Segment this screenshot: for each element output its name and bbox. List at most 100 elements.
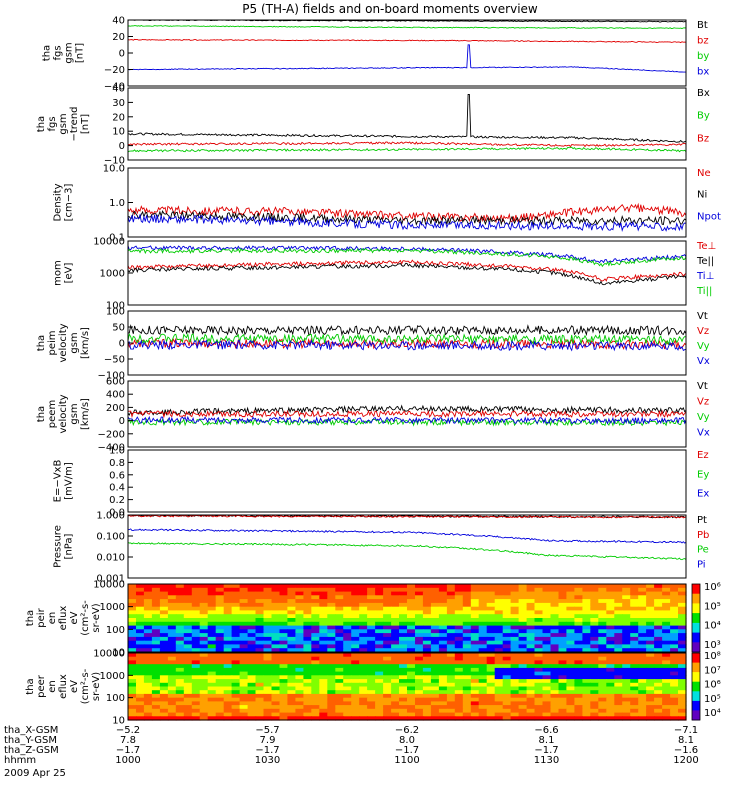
spectrogram-cell — [422, 660, 432, 665]
spectrogram-cell — [191, 712, 201, 717]
spectrogram-cell — [558, 712, 568, 717]
spectrogram-cell — [287, 690, 296, 695]
spectrogram-cell — [223, 636, 233, 642]
y-tick-label: −100 — [98, 371, 125, 382]
spectrogram-cell — [351, 621, 360, 627]
spectrogram-cell — [151, 602, 161, 608]
spectrogram-cell — [311, 640, 320, 646]
spectrogram-cell — [207, 667, 217, 673]
spectrogram-cell — [430, 693, 440, 699]
spectrogram-cell — [175, 712, 185, 717]
spectrogram-cell — [383, 621, 392, 627]
spectrogram-cell — [654, 705, 663, 710]
spectrogram-cell — [462, 625, 472, 630]
spectrogram-cell — [622, 679, 631, 684]
spectrogram-cell — [319, 671, 328, 676]
spectrogram-cell — [279, 679, 289, 684]
spectrogram-cell — [430, 705, 440, 710]
spectrogram-cell — [303, 584, 312, 589]
spectrogram-cell — [136, 621, 145, 627]
series-line-green — [128, 24, 687, 30]
spectrogram-cell — [454, 587, 464, 593]
spectrogram-cell — [136, 708, 145, 714]
spectrogram-cell — [510, 599, 520, 604]
spectrogram-cell — [622, 701, 631, 706]
spectrogram-cell — [279, 693, 289, 699]
spectrogram-cell — [470, 591, 480, 596]
spectrogram-cell — [678, 679, 687, 684]
spectrogram-cell — [255, 679, 265, 684]
spectrogram-cell — [550, 610, 560, 615]
spectrogram-cell — [654, 625, 663, 630]
series-line-black — [128, 324, 687, 337]
spectrogram-cell — [558, 587, 568, 593]
spectrogram-cell — [311, 697, 320, 702]
spectrogram-cell — [622, 690, 631, 695]
spectrogram-cell — [167, 618, 177, 623]
spectrogram-cell — [311, 660, 320, 665]
spectrogram-cell — [566, 697, 575, 702]
spectrogram-cell — [614, 599, 623, 604]
spectrogram-cell — [598, 636, 607, 642]
spectrogram-cell — [247, 664, 257, 669]
spectrogram-cell — [263, 686, 273, 691]
spectrogram-cell — [407, 708, 416, 714]
spectrogram-cell — [454, 614, 464, 619]
spectrogram-cell — [574, 591, 583, 596]
spectrogram-cell — [558, 595, 568, 600]
spectrogram-cell — [183, 690, 193, 695]
spectrogram-cell — [223, 599, 233, 604]
spectrogram-cell — [303, 629, 312, 634]
spectrogram-cell — [375, 595, 384, 600]
spectrogram-cell — [128, 614, 137, 619]
spectrogram-cell — [566, 614, 575, 619]
spectrogram-cell — [470, 675, 480, 680]
spectrogram-cell — [446, 671, 456, 676]
spectrogram-cell — [446, 640, 456, 646]
y-tick-label: 0.001 — [96, 574, 125, 585]
spectrogram-cell — [191, 656, 201, 661]
spectrogram-cell — [534, 629, 544, 634]
spectrogram-cell — [478, 716, 488, 721]
spectrogram-cell — [526, 690, 536, 695]
spectrogram-cell — [351, 587, 360, 593]
spectrogram-cell — [359, 610, 368, 615]
spectrogram-cell — [470, 660, 480, 665]
spectrogram-cell — [438, 697, 448, 702]
spectrogram-cell — [263, 618, 273, 623]
spectrogram-cell — [151, 640, 161, 646]
spectrogram-cell — [199, 584, 209, 589]
spectrogram-cell — [335, 606, 344, 612]
spectrogram-cell — [446, 712, 456, 717]
spectrogram-cell — [128, 610, 137, 615]
spectrogram-cell — [207, 636, 217, 642]
spectrogram-cell — [510, 610, 520, 615]
series-line-green — [127, 417, 687, 427]
spectrogram-cell — [391, 618, 400, 623]
spectrogram-cell — [590, 712, 599, 717]
panel-frame — [127, 583, 687, 653]
spectrogram-cell — [151, 705, 161, 710]
spectrogram-cell — [335, 682, 344, 688]
spectrogram-cell — [646, 614, 655, 619]
spectrogram-cell — [399, 679, 408, 684]
spectrogram-cell — [558, 671, 568, 676]
spectrogram-cell — [598, 716, 607, 721]
spectrogram-cell — [574, 633, 583, 638]
colorbar-swatch — [692, 593, 700, 604]
spectrogram-cell — [590, 610, 599, 615]
spectrogram-cell — [590, 664, 599, 669]
spectrogram-cell — [343, 690, 352, 695]
spectrogram-cell — [598, 708, 607, 714]
x-tick-label: −5.2 — [116, 725, 140, 736]
spectrogram-cell — [191, 697, 201, 702]
spectrogram-cell — [295, 679, 304, 684]
spectrogram-cell — [303, 621, 312, 627]
colorbar-swatch — [692, 653, 700, 664]
spectrogram-cell — [303, 716, 312, 721]
spectrogram-cell — [430, 653, 440, 658]
spectrogram-cell — [295, 671, 304, 676]
spectrogram-cell — [287, 693, 296, 699]
spectrogram-cell — [542, 648, 552, 653]
spectrogram-cell — [534, 716, 544, 721]
